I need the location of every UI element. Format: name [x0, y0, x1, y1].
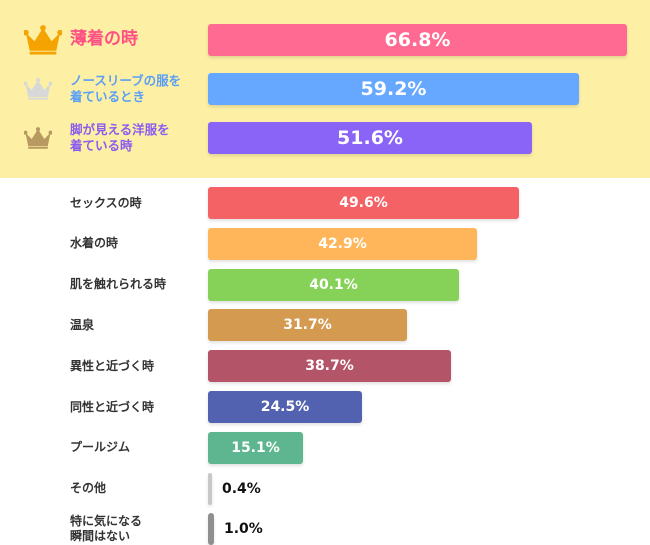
category-label-line: 同性と近づく時	[70, 399, 155, 414]
data-label: 38.7%	[305, 358, 354, 375]
bar	[208, 73, 579, 105]
bar	[208, 24, 627, 56]
category-label-line: その他	[70, 481, 107, 496]
category-label: 同性と近づく時	[70, 400, 154, 415]
data-label: 42.9%	[318, 235, 367, 252]
data-label: 40.1%	[309, 276, 358, 293]
data-label: 31.7%	[283, 317, 332, 334]
category-label-line: 着ているとき	[70, 89, 146, 104]
category-label: 脚が見える洋服を 着ている時	[70, 122, 170, 153]
category-label: 肌を触れられる時	[70, 277, 166, 292]
category-label-line: 特に気になる	[70, 514, 143, 529]
data-label: 15.1%	[231, 439, 280, 456]
category-label-line: 水着の時	[70, 236, 119, 251]
category-label-line: 瞬間はない	[70, 529, 131, 544]
category-label-line: プールジム	[70, 440, 131, 455]
category-label: ノースリーブの服を 着ているとき	[70, 73, 181, 104]
category-label-line: 着ている時	[70, 138, 133, 153]
data-label: 24.5%	[260, 399, 310, 415]
bar	[208, 350, 451, 383]
bar	[208, 472, 212, 505]
data-label: 0.4%	[222, 480, 261, 497]
category-label-line: 温泉	[70, 317, 95, 332]
data-label: 66.8%	[384, 29, 451, 51]
data-label: 51.6%	[337, 127, 403, 149]
data-label: 1.0%	[224, 521, 263, 538]
data-label: 59.2%	[360, 78, 427, 100]
category-label: セックスの時	[70, 196, 142, 211]
bar	[208, 122, 532, 154]
category-label: 薄着の時	[70, 29, 138, 50]
bar	[208, 227, 477, 260]
bar	[208, 391, 362, 423]
bar	[208, 431, 303, 464]
category-label-line: 肌を触れられる時	[70, 277, 167, 292]
category-label-line: 脚が見える洋服を	[70, 122, 170, 138]
category-label-line: セックスの時	[70, 195, 142, 210]
bar	[208, 513, 214, 545]
crown-gold-icon	[24, 25, 62, 55]
category-label-line: 異性と近づく時	[70, 358, 155, 373]
category-label: その他	[70, 481, 106, 496]
category-label: 特に気になる 瞬間はない	[70, 514, 142, 544]
category-label: プールジム	[70, 440, 130, 455]
data-label: 49.6%	[339, 195, 388, 211]
category-label-line: ノースリーブの服を	[70, 73, 182, 89]
bar	[208, 187, 519, 219]
category-label: 水着の時	[70, 236, 118, 251]
bar	[208, 309, 407, 342]
category-label: 異性と近づく時	[70, 359, 154, 374]
category-label: 温泉	[70, 318, 94, 333]
category-label-line: 薄着の時	[70, 29, 138, 50]
bar	[208, 268, 459, 301]
crown-silver-icon	[24, 78, 52, 100]
crown-bronze-icon	[24, 127, 52, 149]
